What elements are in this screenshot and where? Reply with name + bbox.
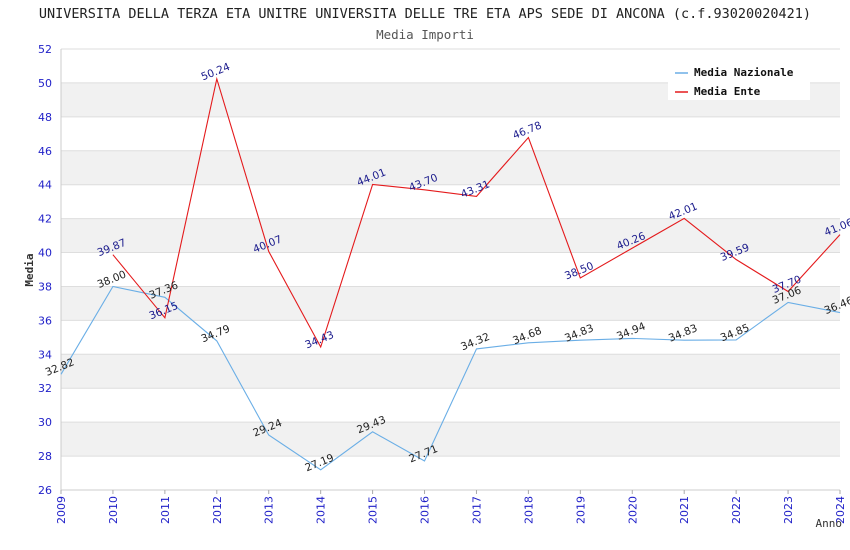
x-tick-label: 2019 [574, 496, 587, 524]
grid-band [61, 184, 840, 219]
y-tick-label: 28 [38, 450, 52, 463]
chart-title: UNIVERSITA DELLA TERZA ETA UNITRE UNIVER… [38, 6, 812, 22]
x-tick-label: 2021 [678, 496, 691, 524]
grid-band [61, 320, 840, 355]
y-tick-label: 50 [38, 77, 52, 90]
grid-band [61, 252, 840, 287]
legend-entry: Media Nazionale [694, 66, 794, 79]
x-tick-label: 2010 [107, 496, 120, 524]
axes: 26 28 30 32 34 36 38 40 42 44 46 48 50 52 2009 2010 2011… [23, 43, 847, 530]
series-line-media-nazionale [60, 285, 841, 471]
y-tick-label: 36 [38, 314, 52, 327]
grid-band [61, 422, 840, 457]
x-tick-label: 2013 [263, 496, 276, 524]
series-group [60, 76, 841, 471]
grid-band [61, 116, 840, 151]
x-tick-label: 2024 [834, 496, 847, 524]
x-tick-label: 2022 [730, 496, 743, 524]
x-tick-label: 2018 [522, 496, 535, 524]
grid-band [61, 286, 840, 321]
y-tick-label: 52 [38, 43, 52, 56]
y-tick-label: 38 [38, 280, 52, 293]
y-tick-label: 46 [38, 145, 52, 158]
x-tick-label: 2011 [159, 496, 172, 524]
x-tick-label: 2023 [782, 496, 795, 524]
grid-band [61, 456, 840, 490]
x-tick-label: 2014 [315, 496, 328, 524]
y-tick-label: 32 [38, 382, 52, 395]
x-tick-label: 2020 [626, 496, 639, 524]
y-tick-label: 40 [38, 247, 52, 260]
grid-band [61, 150, 840, 185]
y-tick-label: 48 [38, 111, 52, 124]
x-tick-label: 2017 [470, 496, 483, 524]
y-tick-label: 42 [38, 213, 52, 226]
legend-box [668, 60, 810, 100]
y-tick-label: 34 [38, 348, 52, 361]
x-tick-label: 2009 [55, 496, 68, 524]
grid-bands [61, 48, 840, 491]
y-tick-label: 26 [38, 484, 52, 497]
legend: Media Nazionale Media Ente [668, 60, 810, 100]
series-line-media-ente [112, 76, 841, 349]
chart-subtitle: Media Importi [376, 27, 474, 42]
x-tick-label: 2012 [211, 496, 224, 524]
x-tick-label: 2016 [419, 496, 432, 524]
y-tick-label: 44 [38, 179, 52, 192]
grid-band [61, 354, 840, 389]
y-axis-title: Media [23, 253, 36, 286]
grid-band [61, 218, 840, 253]
y-tick-label: 30 [38, 416, 52, 429]
x-tick-label: 2015 [367, 496, 380, 524]
x-axis-title: Anno [816, 517, 843, 530]
legend-entry: Media Ente [694, 85, 761, 98]
